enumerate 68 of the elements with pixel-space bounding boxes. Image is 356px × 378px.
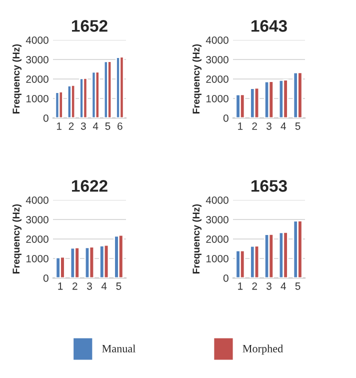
chart-title: 1643 xyxy=(252,20,287,32)
bar xyxy=(254,87,260,118)
chart-title: 1652 xyxy=(72,20,108,32)
y-axis-title: Frequency (Hz) xyxy=(12,204,22,274)
y-tick-label: 1000 xyxy=(26,255,48,262)
y-tick-label: 1000 xyxy=(206,95,228,102)
bar xyxy=(297,220,303,278)
y-tick-label: 0 xyxy=(223,274,228,282)
x-tick-label: 1 xyxy=(58,282,63,290)
x-tick-label: 3 xyxy=(87,282,92,290)
y-tick-label: 3000 xyxy=(206,216,228,224)
bar xyxy=(268,233,274,278)
x-tick-label: 5 xyxy=(116,282,122,290)
x-tick-label: 3 xyxy=(266,282,272,290)
bar xyxy=(282,79,288,118)
y-tick-label: 2000 xyxy=(26,236,48,243)
y-tick-label: 2000 xyxy=(206,236,228,243)
bar xyxy=(119,56,124,118)
x-tick-label: 6 xyxy=(118,122,122,130)
y-tick-label: 2000 xyxy=(206,76,228,83)
bar xyxy=(107,60,112,118)
y-tick-label: 1000 xyxy=(26,95,48,102)
y-tick-label: 4000 xyxy=(206,196,228,204)
bar xyxy=(268,80,274,118)
x-tick-label: 4 xyxy=(280,122,286,130)
x-tick-label: 2 xyxy=(252,122,257,130)
bar xyxy=(88,246,95,278)
x-tick-label: 5 xyxy=(295,282,300,290)
bar xyxy=(297,72,303,118)
x-tick-label: 2 xyxy=(72,282,78,290)
y-tick-label: 2000 xyxy=(26,76,48,83)
chart-title: 1622 xyxy=(72,180,108,192)
y-tick-label: 3000 xyxy=(206,56,228,64)
x-tick-label: 3 xyxy=(266,122,272,130)
x-tick-label: 1 xyxy=(238,282,243,290)
y-axis-title: Frequency (Hz) xyxy=(12,44,22,114)
y-tick-label: 1000 xyxy=(206,255,228,262)
y-axis-title: Frequency (Hz) xyxy=(192,44,202,114)
x-tick-label: 1 xyxy=(56,122,62,130)
x-tick-label: 2 xyxy=(68,122,74,130)
x-tick-label: 4 xyxy=(101,282,107,290)
y-tick-label: 0 xyxy=(43,114,48,122)
x-tick-label: 2 xyxy=(252,282,257,290)
x-tick-label: 1 xyxy=(238,122,243,130)
y-tick-label: 0 xyxy=(223,114,228,122)
chart-title: 1653 xyxy=(252,180,287,192)
bar xyxy=(94,71,100,118)
y-tick-label: 4000 xyxy=(206,36,228,44)
y-axis-title: Frequency (Hz) xyxy=(192,204,202,274)
y-tick-label: 3000 xyxy=(26,216,48,224)
x-tick-label: 3 xyxy=(80,122,86,130)
bar xyxy=(58,90,64,118)
x-tick-label: 5 xyxy=(105,122,110,130)
bar xyxy=(74,246,80,278)
bar xyxy=(282,231,288,278)
legend-label: Morphed xyxy=(242,344,283,355)
legend-label: Manual xyxy=(102,344,136,352)
x-tick-label: 5 xyxy=(295,122,300,130)
y-tick-label: 0 xyxy=(43,274,48,282)
bar xyxy=(254,245,260,278)
x-tick-label: 4 xyxy=(280,282,286,290)
y-tick-label: 4000 xyxy=(26,36,48,44)
y-tick-label: 3000 xyxy=(26,56,48,64)
x-tick-label: 4 xyxy=(92,122,98,130)
y-tick-label: 4000 xyxy=(26,196,48,204)
bar xyxy=(70,84,76,118)
bar xyxy=(82,78,88,118)
bar xyxy=(103,244,110,278)
